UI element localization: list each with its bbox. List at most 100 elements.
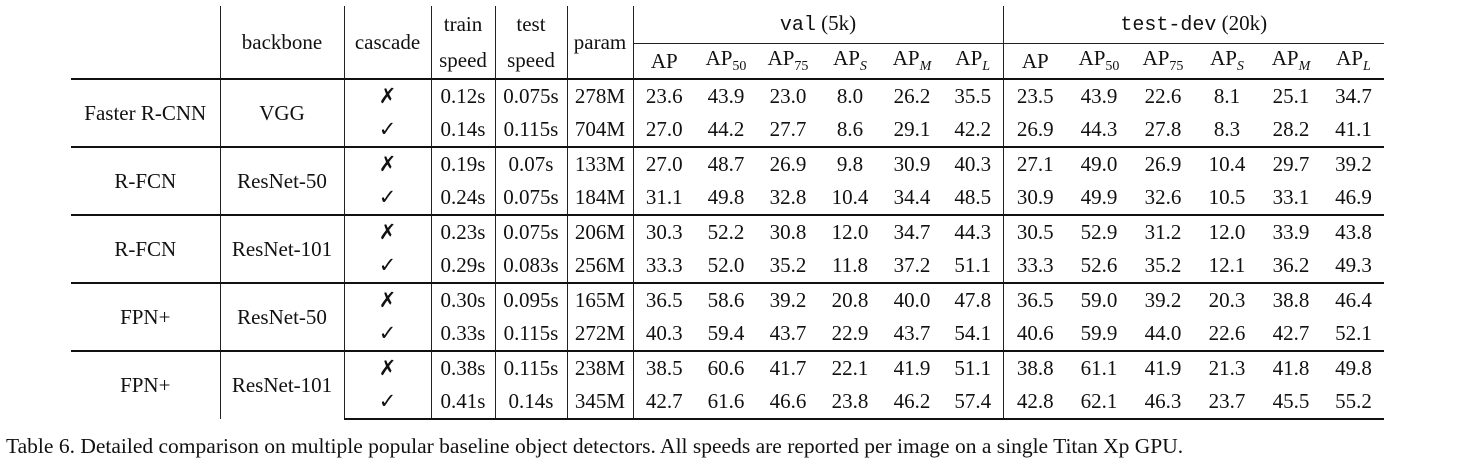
metric-subscript: 75	[794, 59, 809, 74]
testdev-metric-cell: 52.1	[1335, 320, 1372, 345]
table-caption: Table 6. Detailed comparison on multiple…	[6, 434, 1184, 458]
train-speed-cell: 0.14s	[430, 112, 495, 147]
param-cell: 184M	[566, 180, 633, 215]
header-train-speed-line1: train	[430, 6, 495, 44]
test-speed-cell: 0.07s	[494, 146, 567, 180]
val-metric-cell: 30.3	[632, 214, 695, 248]
cascade-cell: ✗	[343, 214, 431, 248]
test-speed-cell: 0.075s	[494, 214, 567, 248]
metric-base: AP	[1142, 46, 1170, 70]
val-metric-cell: 41.7	[757, 350, 819, 384]
results-table-container: backbone cascade train test param val (5…	[71, 6, 1384, 420]
check-mark-icon: ✓	[378, 252, 397, 277]
metric-base: AP	[1210, 46, 1237, 70]
header-test-speed-line2: speed	[494, 43, 567, 79]
metric-base: AP	[1336, 46, 1364, 70]
table-row: Faster R-CNN VGG ✗ 0.12s 0.075s 278M 23.6 43.9 2…	[71, 78, 1384, 147]
val-metric-header: AP50	[695, 43, 757, 79]
detector-name: FPN+	[71, 350, 220, 419]
train-speed-cell: 0.33s	[430, 316, 495, 351]
test-speed-cell: 0.14s	[494, 384, 567, 420]
val-metric-cell: 23.6	[632, 78, 695, 112]
results-table: backbone cascade train test param val (5…	[71, 6, 1384, 420]
table-body: backbone cascade train test param val (5…	[71, 6, 1384, 420]
metric-base: AP	[833, 46, 860, 70]
testdev-metric-cell: 25.1	[1259, 78, 1323, 112]
testdev-metric-header: AP	[1002, 43, 1067, 79]
val-split-name: val	[779, 14, 816, 37]
val-metric-cell: 43.7	[769, 320, 807, 345]
val-metric-cell: 49.8	[707, 184, 745, 209]
testdev-metric-cell: 26.9	[1131, 146, 1195, 180]
check-mark-icon: ✓	[378, 184, 397, 209]
testdev-metric-cell: 59.9	[1080, 320, 1118, 345]
cross-mark-icon: ✗	[378, 287, 397, 312]
metric-subscript: L	[1363, 59, 1371, 74]
val-metric-cell: 42.7	[632, 384, 695, 420]
testdev-metric-cell: 62.1	[1067, 384, 1131, 420]
testdev-metric-cell: 30.5	[1002, 214, 1067, 248]
testdev-metric-cell: 32.6	[1144, 184, 1182, 209]
val-metric-cell: 47.8	[943, 282, 1003, 316]
check-mark-icon: ✓	[378, 116, 397, 141]
val-metric-cell: 52.0	[707, 252, 745, 277]
val-metric-cell: 37.2	[893, 252, 931, 277]
testdev-metric-cell: 49.0	[1067, 146, 1131, 180]
val-metric-cell: 38.5	[632, 350, 695, 384]
val-metric-cell: 26.9	[757, 146, 819, 180]
metric-base: AP	[1078, 46, 1106, 70]
val-metric-cell: 59.4	[707, 320, 745, 345]
testdev-metric-cell: 42.8	[1002, 384, 1067, 420]
val-metric-cell: 27.7	[769, 116, 807, 141]
metric-base: AP	[767, 46, 795, 70]
metric-base: AP	[892, 46, 920, 70]
train-speed-cell: 0.24s	[430, 180, 495, 215]
testdev-metric-cell: 26.9	[1002, 112, 1067, 147]
testdev-metric-cell: 38.8	[1259, 282, 1323, 316]
testdev-metric-cell: 59.0	[1067, 282, 1131, 316]
val-metric-header: AP75	[757, 43, 819, 79]
cascade-cell: ✓	[343, 180, 431, 215]
testdev-metric-cell: 8.1	[1195, 78, 1259, 112]
testdev-metric-cell: 46.3	[1131, 384, 1195, 420]
train-speed-cell: 0.38s	[430, 350, 495, 384]
test-speed-cell: 0.075s	[494, 180, 567, 215]
testdev-metric-cell: 39.2	[1323, 146, 1384, 180]
metric-subscript: S	[859, 59, 867, 74]
val-metric-cell: 8.6	[836, 116, 864, 141]
metric-base: AP	[1271, 46, 1299, 70]
val-metric-cell: 43.9	[695, 78, 757, 112]
testdev-metric-cell: 39.2	[1131, 282, 1195, 316]
testdev-metric-cell: 34.7	[1323, 78, 1384, 112]
param-cell: 345M	[566, 384, 633, 420]
param-cell: 704M	[566, 112, 633, 147]
testdev-metric-cell: 41.9	[1131, 350, 1195, 384]
val-metric-cell: 9.8	[819, 146, 881, 180]
metric-base: AP	[955, 46, 983, 70]
val-metric-cell: 8.0	[819, 78, 881, 112]
val-metric-cell: 35.2	[769, 252, 807, 277]
header-test-speed-line1: test	[494, 6, 567, 44]
val-metric-cell: 58.6	[695, 282, 757, 316]
val-metric-header: APL	[943, 43, 1003, 79]
val-metric-cell: 26.2	[881, 78, 943, 112]
val-metric-cell: 44.2	[707, 116, 745, 141]
val-metric-cell: 57.4	[943, 384, 1003, 420]
cross-mark-icon: ✗	[378, 355, 397, 380]
val-metric-cell: 10.4	[831, 184, 869, 209]
backbone-name: ResNet-101	[219, 214, 344, 283]
test-speed-cell: 0.095s	[494, 282, 567, 316]
val-metric-cell: 20.8	[819, 282, 881, 316]
testdev-metric-cell: 44.0	[1144, 320, 1182, 345]
val-metric-cell: 30.9	[881, 146, 943, 180]
param-cell: 238M	[566, 350, 633, 384]
testdev-metric-cell: 27.1	[1002, 146, 1067, 180]
metric-subscript: 75	[1169, 59, 1184, 74]
train-speed-cell: 0.23s	[430, 214, 495, 248]
testdev-metric-cell: 30.9	[1002, 180, 1067, 215]
val-metric-cell: 27.0	[632, 112, 695, 147]
testdev-metric-header: APL	[1323, 43, 1384, 79]
val-metric-cell: 34.4	[893, 184, 931, 209]
train-speed-cell: 0.19s	[430, 146, 495, 180]
metric-subscript: 50	[732, 59, 747, 74]
